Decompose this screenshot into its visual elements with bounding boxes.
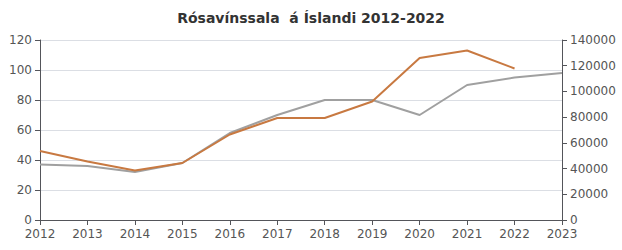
svg-text:2014: 2014 [120, 227, 151, 241]
svg-text:2016: 2016 [215, 227, 246, 241]
svg-text:2015: 2015 [167, 227, 198, 241]
svg-text:2020: 2020 [404, 227, 435, 241]
svg-text:40000: 40000 [570, 162, 608, 176]
svg-text:20: 20 [17, 183, 32, 197]
svg-text:40: 40 [17, 153, 32, 167]
svg-text:80: 80 [17, 93, 32, 107]
svg-text:2019: 2019 [357, 227, 388, 241]
svg-text:2023: 2023 [547, 227, 578, 241]
svg-text:80000: 80000 [570, 110, 608, 124]
svg-text:20000: 20000 [570, 187, 608, 201]
svg-text:120: 120 [9, 33, 32, 47]
svg-text:100: 100 [9, 63, 32, 77]
svg-text:100000: 100000 [570, 84, 616, 98]
svg-text:2018: 2018 [309, 227, 340, 241]
svg-text:2017: 2017 [262, 227, 293, 241]
svg-text:120000: 120000 [570, 59, 616, 73]
svg-text:0: 0 [570, 213, 578, 227]
svg-text:60000: 60000 [570, 136, 608, 150]
svg-text:2012: 2012 [25, 227, 56, 241]
svg-text:Rósavínssala á Íslandi 2012-2: Rósavínssala á Íslandi 2012-2022 [177, 10, 445, 26]
svg-text:0: 0 [24, 213, 32, 227]
svg-text:60: 60 [17, 123, 32, 137]
svg-text:2013: 2013 [72, 227, 103, 241]
svg-text:140000: 140000 [570, 33, 616, 47]
svg-text:2021: 2021 [452, 227, 483, 241]
svg-text:2022: 2022 [499, 227, 530, 241]
